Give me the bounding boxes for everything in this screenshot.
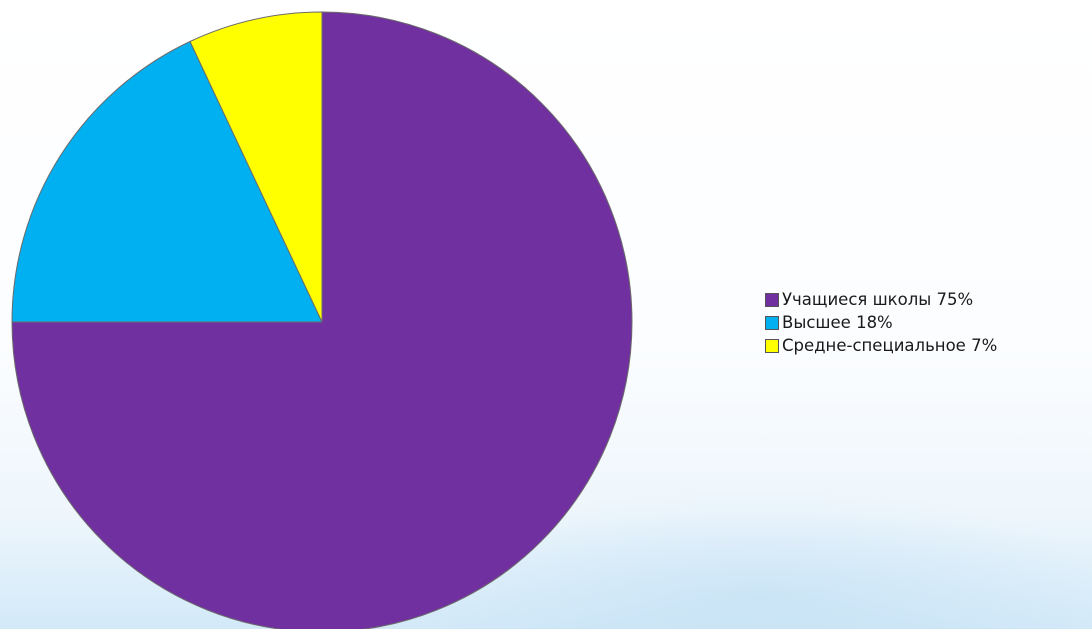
legend-label-1: Учащиеся школы 75% bbox=[782, 290, 974, 309]
legend-item-3: Средне-специальное 7% bbox=[765, 334, 997, 357]
pie-slices bbox=[11, 11, 633, 629]
legend-swatch-2 bbox=[765, 315, 779, 330]
pie-slice-2 bbox=[11, 40, 323, 323]
legend-swatch-3 bbox=[765, 338, 779, 353]
pie-slice-1 bbox=[11, 11, 633, 629]
legend-label-3: Средне-специальное 7% bbox=[782, 336, 998, 355]
legend-label-2: Высшее 18% bbox=[782, 313, 893, 332]
legend-item-2: Высшее 18% bbox=[765, 311, 997, 334]
chart-legend: Учащиеся школы 75% Высшее 18% Средне-спе… bbox=[765, 288, 997, 357]
legend-swatch-1 bbox=[765, 292, 779, 307]
legend-item-1: Учащиеся школы 75% bbox=[765, 288, 997, 311]
pie-slice-3 bbox=[189, 11, 323, 323]
